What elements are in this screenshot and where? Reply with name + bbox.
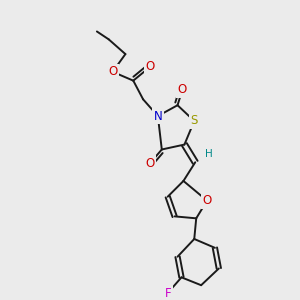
Text: N: N [154, 110, 162, 122]
Text: O: O [146, 157, 154, 170]
Text: O: O [202, 194, 212, 207]
Text: O: O [108, 65, 117, 78]
Text: O: O [146, 60, 154, 74]
Text: O: O [178, 83, 187, 96]
Text: F: F [164, 286, 171, 300]
Text: S: S [190, 115, 198, 128]
Text: H: H [205, 149, 213, 159]
